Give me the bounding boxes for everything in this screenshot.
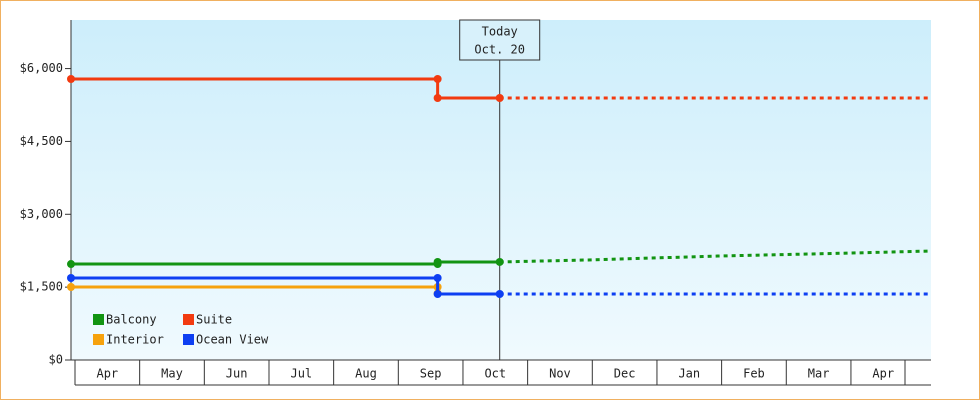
legend-swatch xyxy=(93,334,104,345)
today-label: Today xyxy=(482,25,518,39)
point xyxy=(433,274,442,283)
legend-label: Balcony xyxy=(106,313,157,327)
today-label: Oct. 20 xyxy=(474,43,525,57)
point xyxy=(67,274,75,283)
x-tick-label: Mar xyxy=(808,367,830,381)
plot-area xyxy=(71,20,931,360)
y-tick-label: $1,500 xyxy=(20,280,63,294)
y-tick-label: $4,500 xyxy=(20,134,63,148)
x-tick-label: Dec xyxy=(614,367,636,381)
point xyxy=(495,289,504,298)
legend-swatch xyxy=(183,334,194,345)
point xyxy=(433,257,442,266)
y-tick-label: $3,000 xyxy=(20,207,63,221)
point xyxy=(433,94,442,103)
y-tick-label: $6,000 xyxy=(20,61,63,75)
x-tick-label: Jul xyxy=(290,367,312,381)
point xyxy=(67,75,75,84)
point xyxy=(495,94,504,103)
point xyxy=(495,257,504,266)
x-tick-label: Sep xyxy=(420,367,442,381)
point xyxy=(433,289,442,298)
legend-swatch xyxy=(183,314,194,325)
x-tick-label: May xyxy=(161,367,183,381)
forecast-line xyxy=(499,249,932,264)
y-tick-label: $0 xyxy=(49,353,63,367)
legend-swatch xyxy=(93,314,104,325)
x-tick-label: Nov xyxy=(549,367,571,381)
legend-label: Interior xyxy=(106,333,164,347)
point xyxy=(433,75,442,84)
x-tick-label: Feb xyxy=(743,367,765,381)
point xyxy=(67,260,75,269)
x-tick-label: Oct xyxy=(484,367,506,381)
x-tick-label: Jan xyxy=(678,367,700,381)
x-tick-label: Jun xyxy=(226,367,248,381)
series-line xyxy=(71,276,500,296)
x-tick-label: Aug xyxy=(355,367,377,381)
today-box xyxy=(459,19,541,61)
legend-label: Suite xyxy=(196,313,232,327)
legend-label: Ocean View xyxy=(196,333,269,347)
x-tick-label: Apr xyxy=(96,367,118,381)
series-line xyxy=(71,77,500,100)
point xyxy=(67,282,75,291)
x-tick-label: Apr xyxy=(872,367,894,381)
